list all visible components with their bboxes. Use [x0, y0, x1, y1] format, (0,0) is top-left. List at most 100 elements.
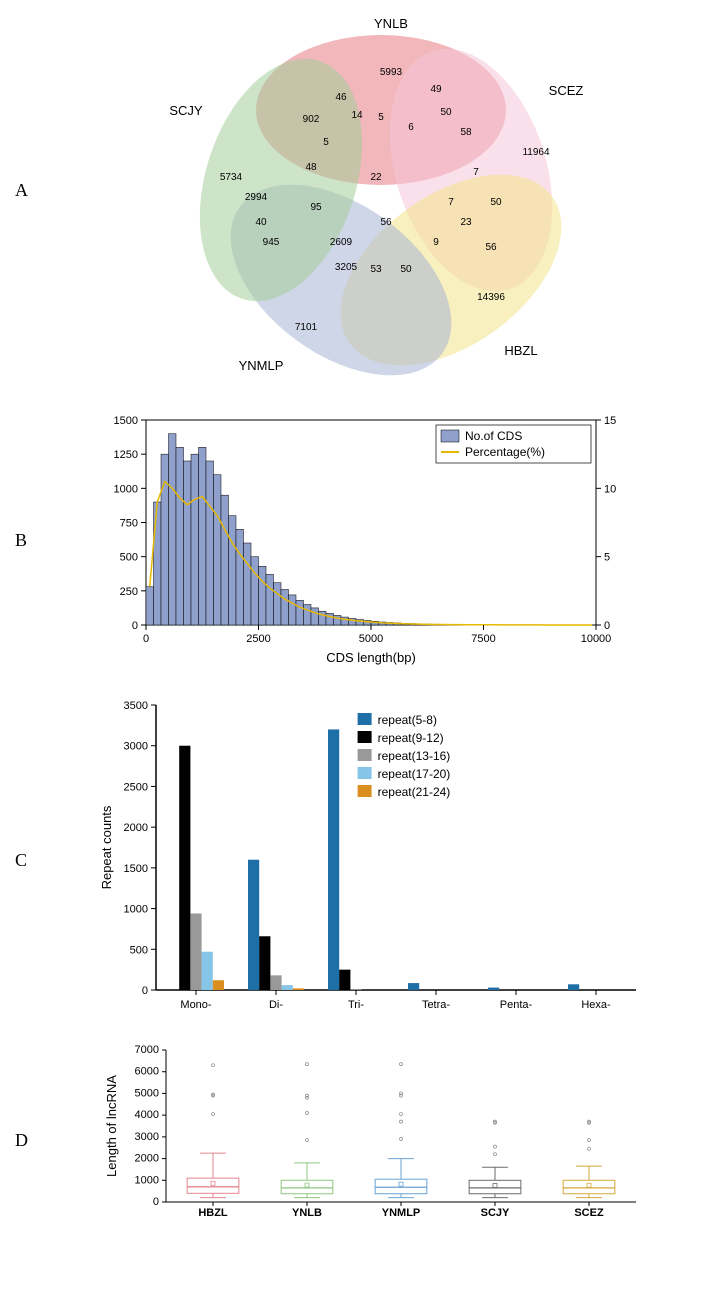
- category-label: Mono-: [180, 999, 212, 1011]
- ytick: 3000: [134, 1131, 158, 1143]
- xtick: 10000: [580, 633, 611, 645]
- repeat-bar: [248, 860, 259, 990]
- ytick: 4000: [134, 1109, 158, 1121]
- yltick: 1500: [113, 415, 137, 427]
- venn-intersection-9: 48: [305, 162, 317, 173]
- venn-intersection-1: 49: [430, 84, 442, 95]
- lncrna-boxplot: 01000200030004000500060007000Length of l…: [91, 1040, 651, 1230]
- panel-c: C 0500100015002000250030003500Mono-Di-Tr…: [10, 690, 721, 1020]
- box-category: SCJY: [480, 1207, 509, 1219]
- venn-intersection-12: 2994: [244, 192, 267, 203]
- category-label: Tetra-: [421, 999, 449, 1011]
- category-label: Penta-: [499, 999, 532, 1011]
- category-label: Tri-: [347, 999, 363, 1011]
- cds-bar: [236, 529, 244, 625]
- cds-bar: [146, 587, 154, 625]
- xtick: 0: [142, 633, 148, 645]
- repeat-bar: [568, 984, 579, 990]
- cds-bar: [258, 566, 266, 625]
- yrtick: 10: [604, 483, 616, 495]
- venn-intersection-3: 5: [378, 112, 384, 123]
- repeat-bar: [339, 970, 350, 990]
- cds-bar: [303, 605, 311, 626]
- repeat-bar: [328, 729, 339, 990]
- outlier: [211, 1113, 214, 1116]
- yltick: 1000: [113, 483, 137, 495]
- ytick: 0: [141, 985, 147, 997]
- venn-intersection-17: 56: [380, 217, 392, 228]
- panel-a: A YNLB5993SCEZ11964HBZL14396YNMLP7101SCJ…: [10, 10, 721, 390]
- box: [469, 1180, 521, 1193]
- venn-intersection-16: 40: [255, 217, 267, 228]
- outlier: [305, 1094, 308, 1097]
- ytick: 1000: [134, 1174, 158, 1186]
- ytick: 1000: [123, 904, 147, 916]
- outlier: [399, 1063, 402, 1066]
- legend-series: repeat(17-20): [377, 767, 450, 781]
- repeat-bar: [201, 952, 212, 990]
- panel-c-label: C: [15, 850, 27, 871]
- venn-count-YNLB: 5993: [379, 67, 402, 78]
- xtick: 7500: [471, 633, 495, 645]
- ytick: 2000: [134, 1153, 158, 1165]
- box-category: YNLB: [292, 1207, 322, 1219]
- venn-intersection-20: 2609: [329, 237, 352, 248]
- outlier: [587, 1139, 590, 1142]
- venn-label-HBZL: HBZL: [504, 343, 537, 358]
- panel-b: B 02500500075001000002505007501000125015…: [10, 410, 721, 670]
- outlier: [399, 1113, 402, 1116]
- ytick: 7000: [134, 1044, 158, 1056]
- box-category: SCEZ: [574, 1207, 604, 1219]
- ytick: 2500: [123, 781, 147, 793]
- cds-bar: [198, 447, 206, 625]
- venn-count-SCJY: 5734: [219, 172, 242, 183]
- legend-series: repeat(21-24): [377, 785, 450, 799]
- cds-bar: [326, 613, 334, 625]
- yltick: 0: [131, 620, 137, 632]
- yrtick: 15: [604, 415, 616, 427]
- venn-intersection-7: 58: [460, 127, 472, 138]
- venn-intersection-2: 14: [351, 110, 363, 121]
- ytick: 3000: [123, 741, 147, 753]
- outlier: [399, 1092, 402, 1095]
- outlier: [493, 1145, 496, 1148]
- venn-intersection-8: 5: [323, 137, 329, 148]
- cds-bar: [311, 608, 319, 625]
- repeat-bar-chart: 0500100015002000250030003500Mono-Di-Tri-…: [91, 690, 651, 1020]
- repeat-bar: [259, 936, 270, 990]
- cds-bar: [228, 516, 236, 625]
- venn-intersection-15: 50: [490, 197, 502, 208]
- outlier: [305, 1063, 308, 1066]
- xtick: 2500: [246, 633, 270, 645]
- repeat-bar: [488, 988, 499, 990]
- outlier: [399, 1120, 402, 1123]
- cds-bar: [153, 502, 161, 625]
- panel-a-label: A: [15, 180, 28, 201]
- yltick: 1250: [113, 449, 137, 461]
- venn-label-SCJY: SCJY: [169, 103, 203, 118]
- legend-series: repeat(5-8): [377, 713, 436, 727]
- venn-intersection-14: 7: [448, 197, 454, 208]
- ytick: 6000: [134, 1066, 158, 1078]
- repeat-bar: [350, 989, 361, 990]
- ytick: 2000: [123, 822, 147, 834]
- yltick: 500: [119, 552, 137, 564]
- legend-series: repeat(9-12): [377, 731, 443, 745]
- venn-intersection-13: 95: [310, 202, 322, 213]
- outlier: [305, 1139, 308, 1142]
- venn-intersection-21: 9: [433, 237, 439, 248]
- venn-intersection-19: 945: [262, 237, 279, 248]
- box-category: HBZL: [198, 1207, 228, 1219]
- cds-bar: [221, 495, 229, 625]
- legend-series: repeat(13-16): [377, 749, 450, 763]
- cds-bar: [273, 583, 281, 625]
- cds-bar: [243, 543, 251, 625]
- venn-intersection-10: 22: [370, 172, 382, 183]
- yltick: 250: [119, 586, 137, 598]
- cds-bar: [213, 475, 221, 625]
- repeat-bar: [179, 746, 190, 990]
- repeat-bar: [408, 983, 419, 990]
- ytick: 3500: [123, 700, 147, 712]
- panel-d: D 01000200030004000500060007000Length of…: [10, 1040, 721, 1230]
- venn-intersection-0: 46: [335, 92, 347, 103]
